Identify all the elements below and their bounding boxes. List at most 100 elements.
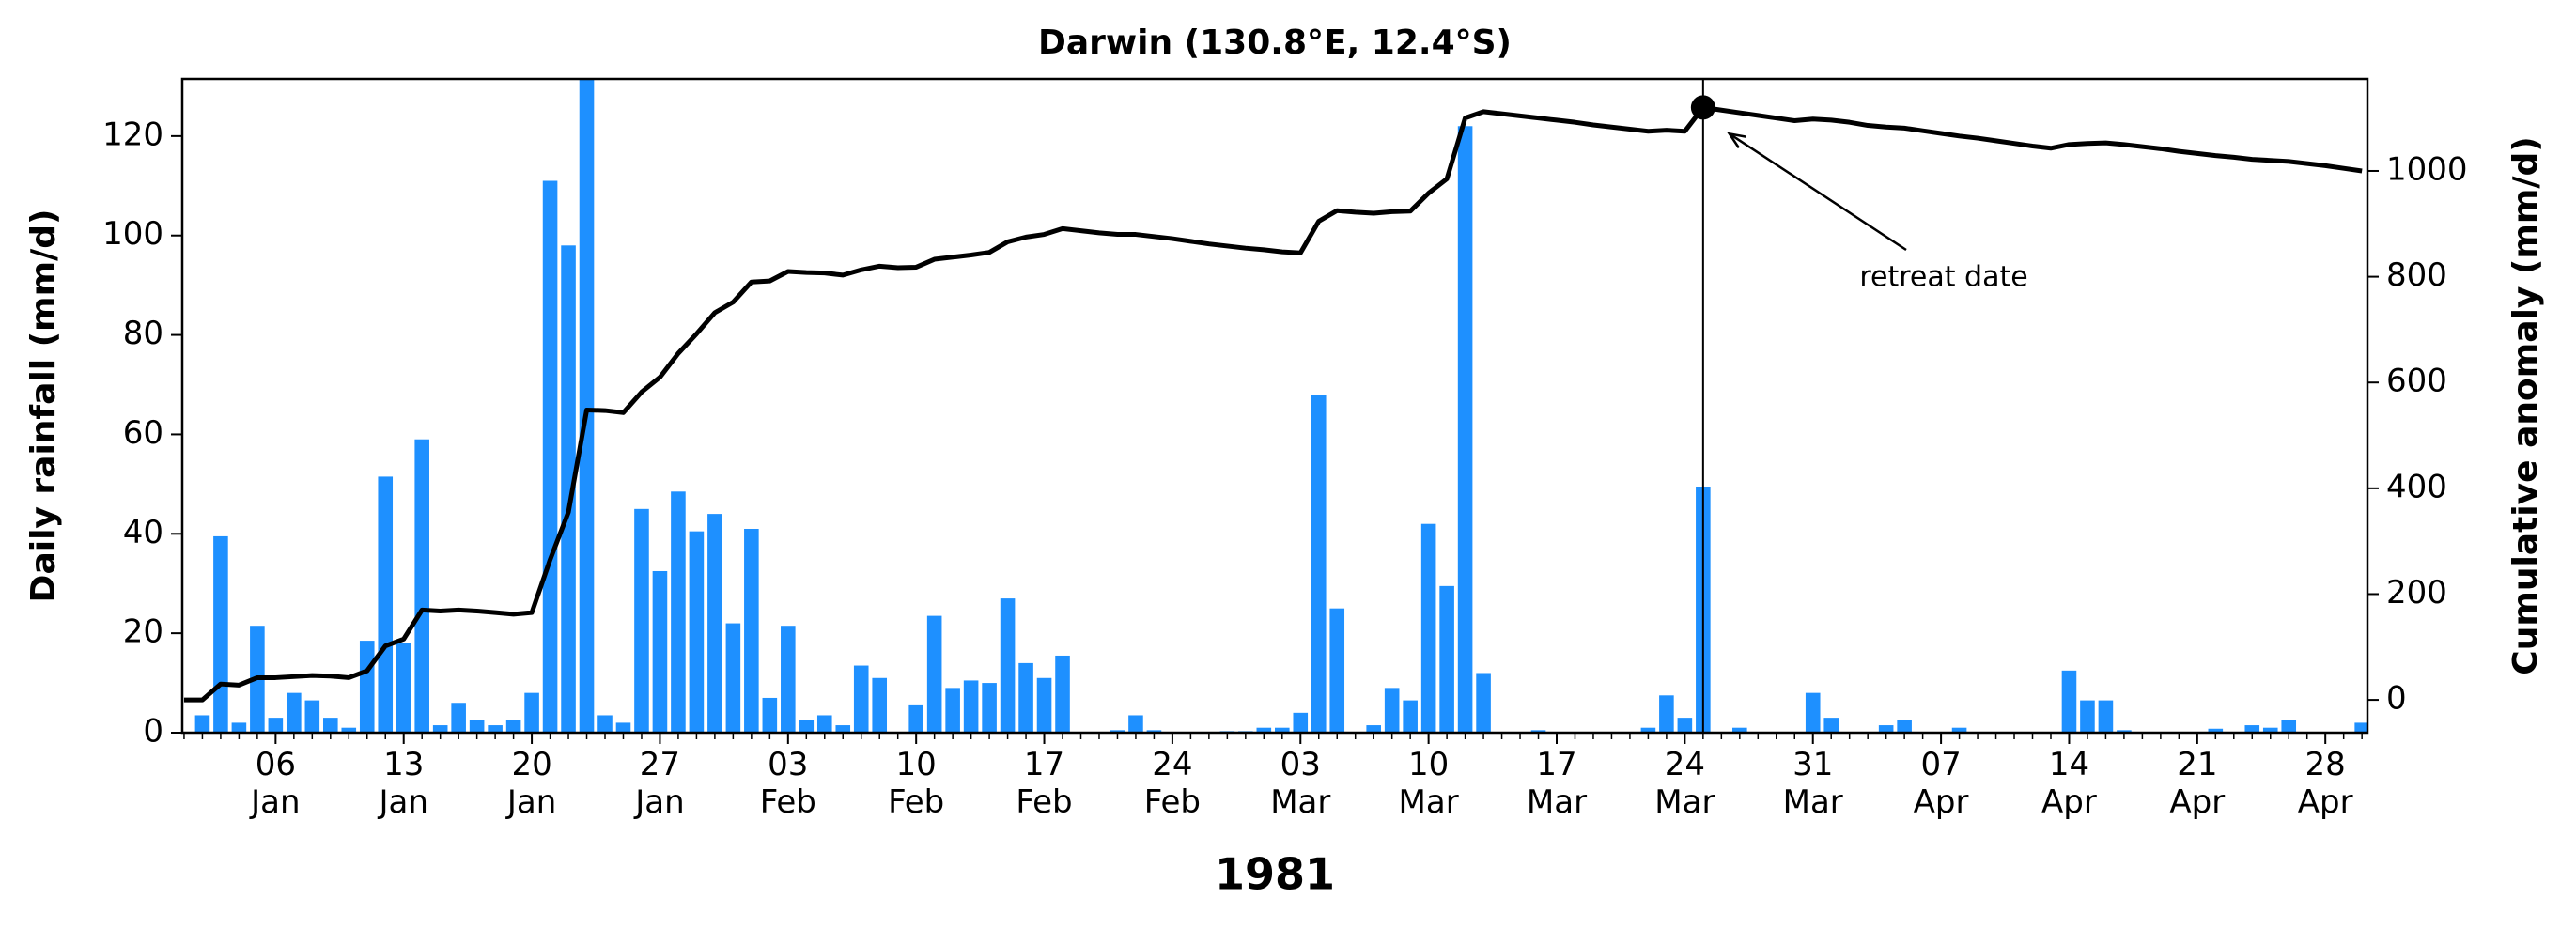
- x-tick-label: 03 Feb: [759, 746, 816, 821]
- bar: [1146, 730, 1162, 733]
- x-tick-label: 28 Apr: [2297, 746, 2353, 821]
- line-series: [183, 104, 2363, 703]
- bar: [816, 715, 832, 733]
- bar: [835, 725, 851, 733]
- x-tick-label: 07 Apr: [1913, 746, 1969, 821]
- arrow-head: [1727, 132, 1746, 149]
- bar: [2098, 700, 2114, 733]
- bar: [853, 665, 869, 733]
- y-axis-label: Daily rainfall (mm/d): [24, 209, 63, 603]
- bar: [1805, 692, 1821, 733]
- bar: [1951, 727, 1967, 733]
- bar: [1036, 677, 1052, 733]
- bar: [671, 491, 686, 733]
- bar: [1018, 662, 1033, 733]
- x-axis-label: 1981: [1215, 849, 1335, 900]
- bar: [2281, 720, 2297, 733]
- y-tick-label: 0: [143, 713, 163, 751]
- bar: [1732, 727, 1747, 733]
- y2-tick-label: 800: [2386, 256, 2447, 294]
- bar: [1457, 126, 1473, 733]
- bar: [1677, 718, 1693, 733]
- bar: [982, 683, 997, 733]
- plot-frame: [180, 77, 2369, 735]
- y-tick-label: 20: [123, 613, 163, 651]
- bar: [1420, 523, 1436, 733]
- bar: [799, 720, 815, 733]
- bar: [396, 643, 411, 733]
- bar: [1256, 727, 1272, 733]
- bar: [2244, 725, 2260, 733]
- x-tick-label: 13 Jan: [379, 746, 428, 821]
- bar: [2080, 700, 2095, 733]
- bar: [359, 641, 375, 733]
- bar: [323, 718, 338, 733]
- bar: [231, 722, 247, 733]
- y-tick-label: 80: [123, 315, 163, 352]
- bar: [1897, 720, 1912, 733]
- annotation-arrow: [1729, 132, 1907, 252]
- bar: [2262, 727, 2278, 733]
- bar: [1366, 725, 1381, 733]
- bar: [2117, 730, 2132, 733]
- bar: [707, 514, 722, 733]
- bar: [689, 531, 705, 733]
- bar: [451, 703, 466, 733]
- y2-tick-label: 0: [2386, 680, 2407, 718]
- bar: [725, 623, 741, 733]
- bar: [287, 692, 302, 733]
- bar: [597, 715, 613, 733]
- bar: [2061, 670, 2077, 733]
- x-tick-label: 20 Jan: [506, 746, 557, 821]
- bar: [524, 692, 539, 733]
- plot-area: [183, 79, 2367, 733]
- bar: [926, 615, 942, 733]
- y-tick-label: 100: [102, 215, 163, 253]
- bar: [1275, 727, 1290, 733]
- bar: [634, 508, 649, 733]
- bar: [2354, 722, 2367, 733]
- bar: [1311, 395, 1327, 733]
- x-tick-label: 31 Mar: [1782, 746, 1843, 821]
- bar: [1128, 715, 1143, 733]
- bar: [1439, 585, 1454, 733]
- bar: [561, 245, 576, 733]
- y2-tick-label: 600: [2386, 363, 2447, 400]
- bar: [1476, 673, 1491, 733]
- bar: [488, 725, 503, 733]
- bar: [304, 700, 320, 733]
- bar: [872, 677, 888, 733]
- x-tick-label: 10 Feb: [888, 746, 945, 821]
- chart-title: Darwin (130.8°E, 12.4°S): [1038, 23, 1512, 62]
- bar: [1530, 730, 1546, 733]
- bar: [268, 718, 284, 733]
- bar: [908, 704, 923, 733]
- bar: [1640, 727, 1656, 733]
- x-tick-label: 17 Mar: [1526, 746, 1588, 821]
- bar: [781, 626, 796, 733]
- bar: [341, 727, 357, 733]
- bar: [1659, 695, 1674, 733]
- y-tick-label: 60: [123, 414, 163, 452]
- bar: [213, 535, 228, 733]
- bar: [945, 688, 960, 733]
- y-tick-label: 120: [102, 116, 163, 153]
- bar: [414, 439, 429, 733]
- bar: [615, 722, 631, 733]
- y-tick-label: 40: [123, 514, 163, 551]
- bar: [1000, 598, 1016, 733]
- x-tick-label: 10 Mar: [1398, 746, 1459, 821]
- y2-tick-label: 200: [2386, 574, 2447, 612]
- bar: [1293, 712, 1309, 733]
- x-tick-label: 03 Mar: [1270, 746, 1331, 821]
- bar: [1403, 700, 1418, 733]
- x-tick-label: 24 Mar: [1654, 746, 1715, 821]
- bar: [378, 476, 394, 733]
- y2-tick-label: 400: [2386, 468, 2447, 505]
- bar: [505, 720, 521, 733]
- bar: [579, 79, 595, 733]
- x-tick-label: 24 Feb: [1143, 746, 1201, 821]
- bar: [1055, 655, 1070, 733]
- bar: [963, 680, 979, 733]
